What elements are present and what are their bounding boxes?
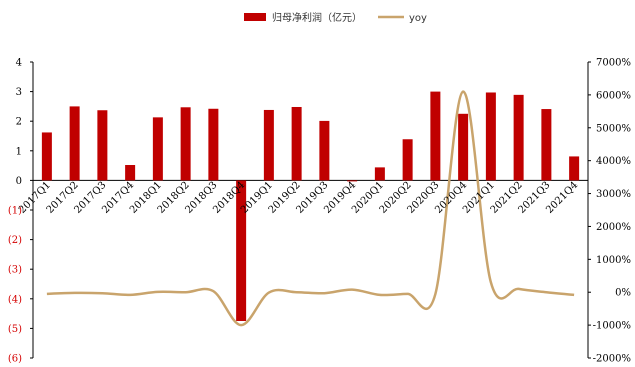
category-labels: 2017Q12017Q22017Q32017Q42018Q12018Q22018…	[17, 180, 580, 216]
legend: 归母净利润（亿元） yoy	[244, 11, 427, 24]
bar	[125, 165, 136, 181]
y-left-tick-label: (6)	[8, 354, 22, 365]
line-series	[46, 90, 575, 327]
bar	[236, 180, 247, 321]
y-left-tick-label: 1	[16, 146, 22, 157]
bar	[374, 167, 385, 181]
y-right-tick-label: 6000%	[596, 90, 631, 101]
bar	[485, 92, 496, 181]
y-left-tick-label: 3	[16, 87, 22, 98]
bar	[458, 113, 469, 181]
bar	[152, 117, 163, 181]
y-right-tick-label: 5000%	[596, 123, 631, 134]
bar	[569, 156, 580, 181]
y-left-tick-label: (3)	[8, 265, 22, 276]
bar	[319, 120, 330, 181]
y-left-tick-label: (2)	[8, 235, 22, 246]
bar	[291, 106, 302, 181]
y-left-tick-label: 4	[16, 58, 22, 69]
bar	[541, 109, 552, 181]
y-left-tick-label: 0	[16, 176, 22, 187]
y-right-tick-label: 7000%	[596, 58, 631, 69]
bar	[180, 107, 191, 181]
y-left-tick-label: (1)	[8, 206, 22, 217]
bar	[402, 139, 413, 181]
y-right-tick-label: -1000%	[593, 321, 631, 332]
y-left-tick-label: (5)	[8, 324, 22, 335]
axes: 4 3 2 1 0 (1) (2) (3) (4) (5) (6) 7000% 6000% 5000% 40…	[8, 58, 631, 365]
bar	[347, 180, 358, 182]
bar	[430, 91, 441, 181]
legend-line-label: yoy	[409, 13, 427, 24]
bar	[69, 106, 80, 181]
bar	[41, 132, 52, 181]
y-right-tick-label: 3000%	[596, 189, 631, 200]
bar	[263, 109, 274, 181]
bar	[513, 94, 524, 181]
y-right-tick-label: 4000%	[596, 156, 631, 167]
y-right-tick-label: 1000%	[596, 255, 631, 266]
bar	[97, 110, 108, 181]
legend-bar-swatch	[244, 13, 266, 21]
y-left-tick-label: 2	[16, 117, 22, 128]
yoy-line	[46, 90, 575, 327]
y-right-tick-label: 2000%	[596, 222, 631, 233]
y-left-tick-label: (4)	[8, 294, 22, 305]
y-right-tick-label: -2000%	[593, 354, 631, 365]
y-right-tick-label: 0%	[615, 288, 631, 299]
legend-bar-label: 归母净利润（亿元）	[272, 11, 362, 24]
bar	[208, 108, 219, 181]
bar-series	[41, 91, 580, 321]
